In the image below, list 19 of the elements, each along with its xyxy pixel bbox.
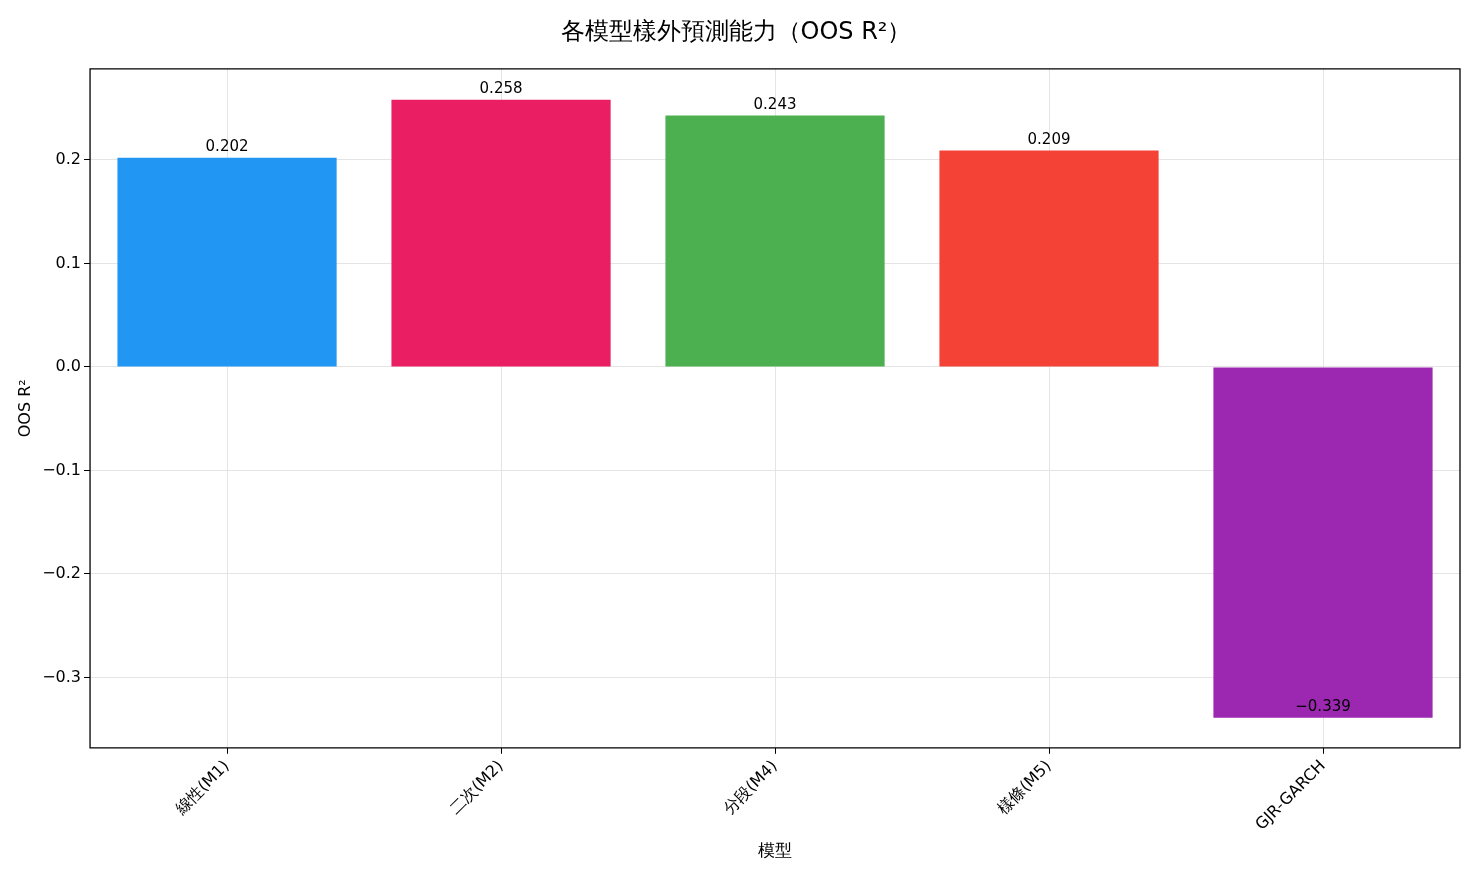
y-tick-label: −0.3	[42, 666, 82, 686]
data-label: 0.243	[753, 94, 797, 113]
data-label: 0.258	[479, 79, 523, 98]
y-tick-label: 0.2	[55, 149, 82, 169]
y-axis-title: OOS R²	[14, 379, 34, 438]
y-tick-label: 0.1	[55, 252, 82, 272]
data-label: −0.339	[1295, 697, 1351, 716]
y-tick-label: −0.2	[42, 563, 82, 583]
bar	[939, 150, 1159, 367]
y-tick-label: 0.0	[55, 356, 82, 376]
bar	[391, 99, 611, 367]
bar	[665, 115, 885, 367]
x-axis-title: 模型	[758, 840, 793, 861]
chart-title: 各模型樣外預測能力（OOS R²）	[560, 16, 912, 45]
bar	[117, 157, 337, 367]
data-label: 0.209	[1027, 129, 1071, 148]
bar	[1213, 367, 1433, 718]
y-tick-label: −0.1	[42, 459, 82, 479]
data-label: 0.202	[205, 137, 249, 156]
